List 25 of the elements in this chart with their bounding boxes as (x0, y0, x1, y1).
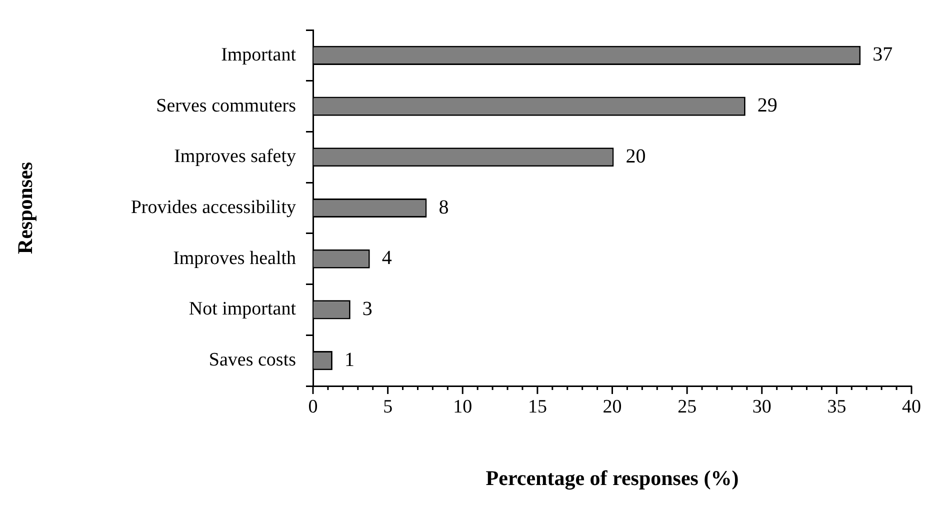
y-tick-label: Improves safety (174, 146, 296, 168)
x-tick-label: 15 (528, 396, 547, 418)
x-tick-label: 35 (827, 396, 846, 418)
x-tick-label: 0 (308, 396, 318, 418)
x-tick-label: 5 (383, 396, 393, 418)
data-label: 37 (872, 44, 893, 66)
y-tick-label: Saves costs (208, 350, 296, 371)
y-tick-label: Not important (188, 298, 297, 320)
data-label: 1 (344, 348, 354, 371)
x-tick-label: 25 (678, 396, 697, 418)
data-label: 8 (438, 196, 449, 218)
x-axis-title: Percentage of responses (%) (486, 466, 739, 490)
y-tick-label: Improves health (173, 248, 296, 269)
y-tick-label: Provides accessibility (130, 196, 296, 218)
x-tick-label: 10 (453, 396, 472, 418)
data-label: 20 (626, 145, 646, 168)
data-label: 3 (362, 298, 372, 320)
y-tick-label: Serves commuters (156, 95, 296, 116)
data-label: 4 (382, 247, 392, 270)
x-tick-label: 30 (752, 396, 772, 418)
x-tick-label: 20 (602, 396, 622, 418)
x-tick-label: 40 (902, 396, 921, 418)
data-label: 29 (757, 94, 778, 117)
y-axis-title: Responses (13, 162, 38, 254)
y-tick-label: Important (221, 44, 297, 66)
